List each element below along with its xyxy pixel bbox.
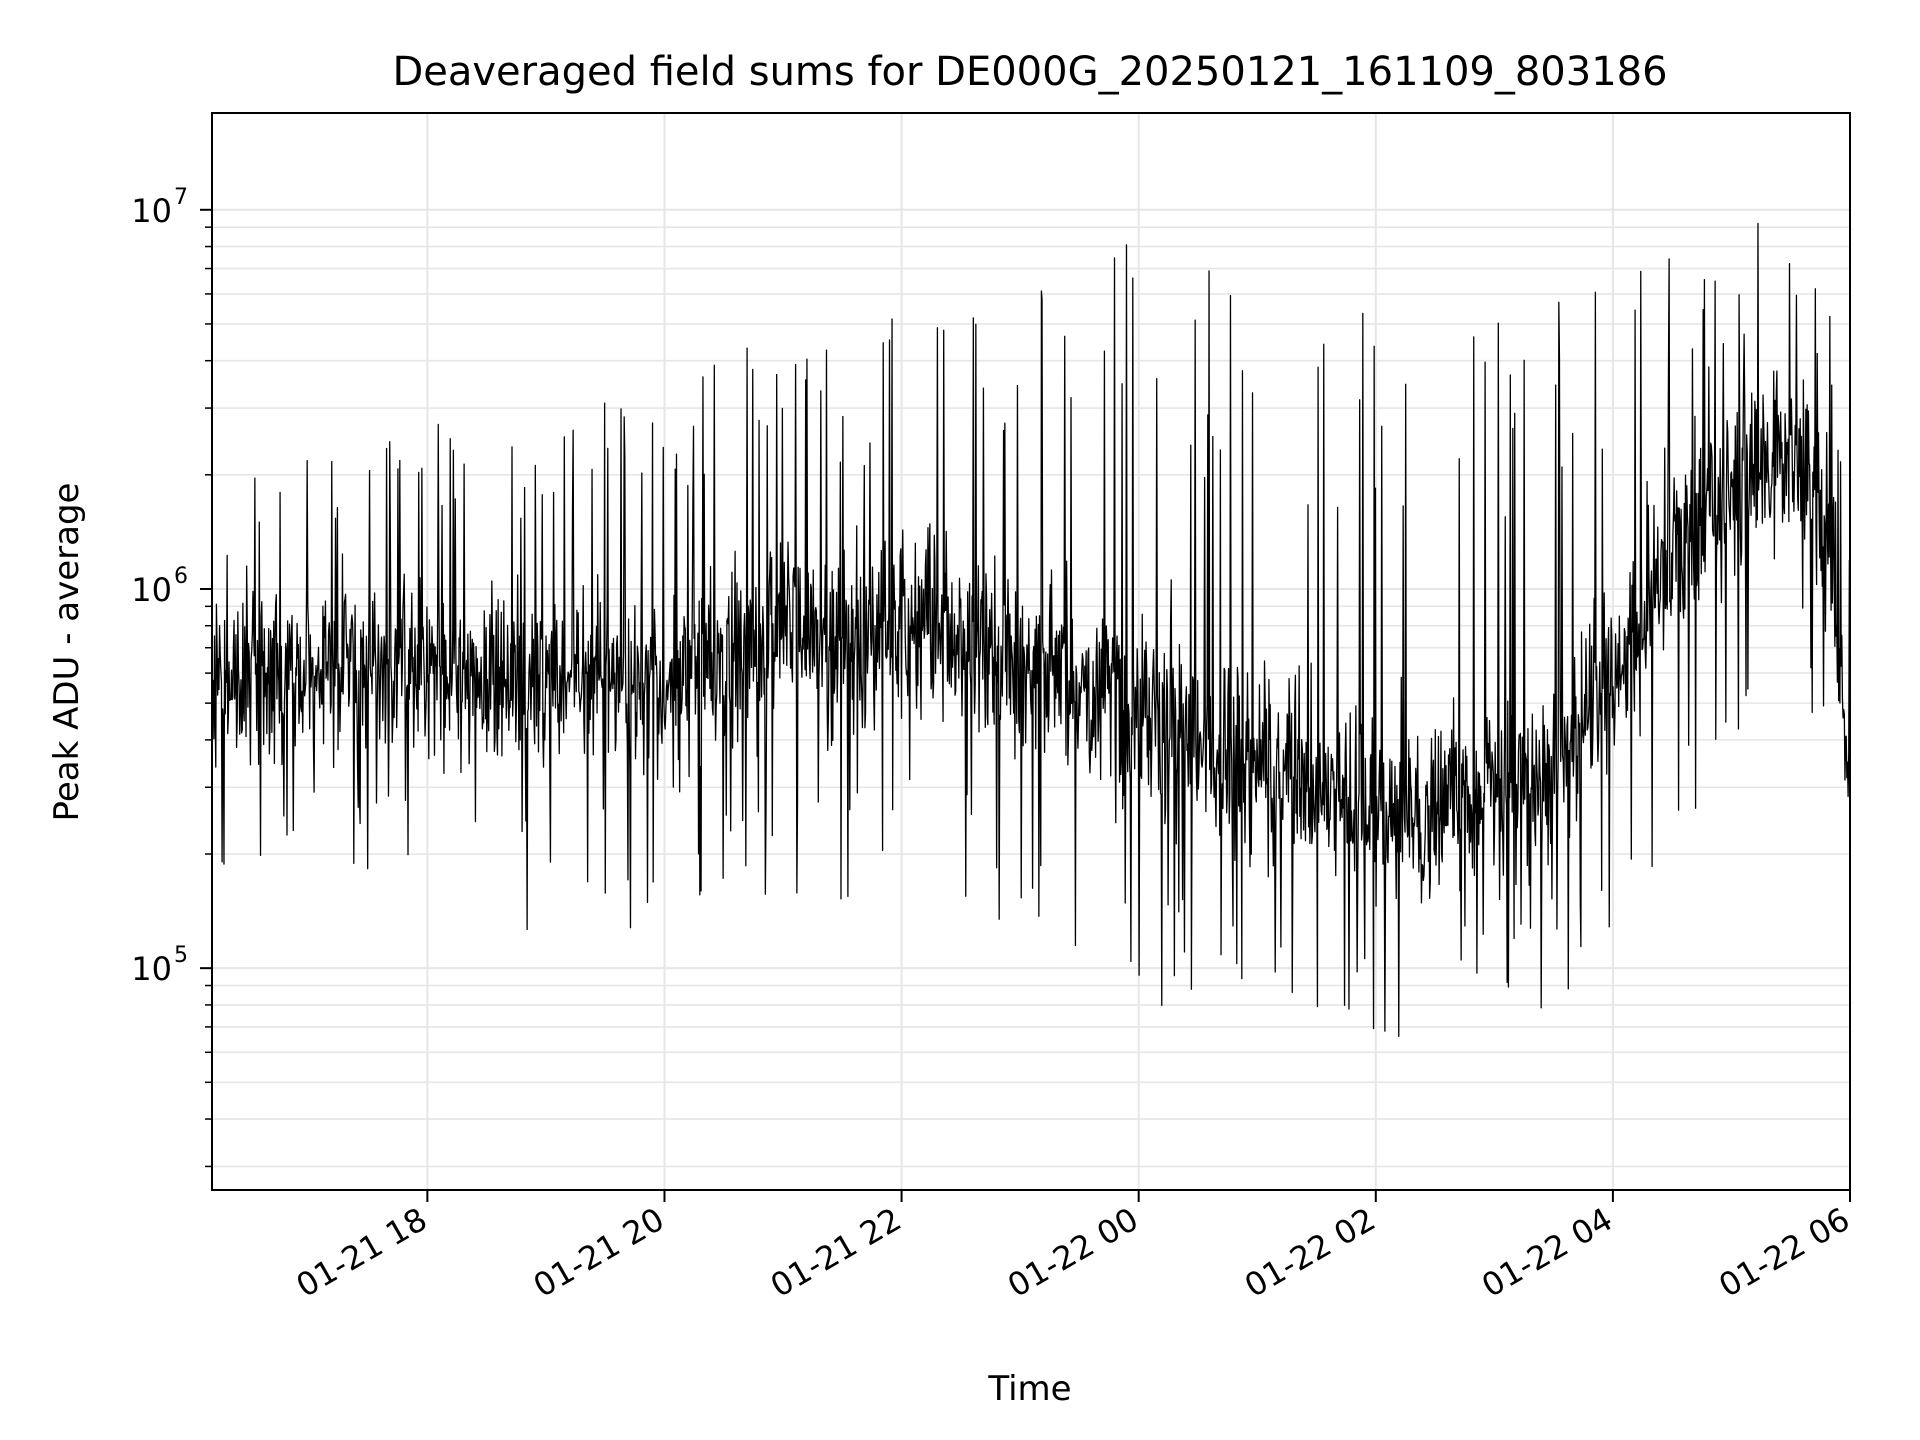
y-tick-exponent: 7 <box>174 185 188 210</box>
x-axis-label: Time <box>987 1369 1071 1409</box>
chart-title: Deaveraged field sums for DE000G_2025012… <box>392 49 1667 95</box>
y-axis-label: Peak ADU - average <box>47 483 87 822</box>
y-tick-label: 10 <box>131 192 172 230</box>
axes-frame <box>211 112 1851 1191</box>
plot-area <box>211 222 1851 1037</box>
series-line <box>211 222 1851 1037</box>
grid <box>212 113 1851 1190</box>
y-tick-exponent: 6 <box>174 564 188 589</box>
y-tick-label: 10 <box>131 950 172 988</box>
y-tick-label: 10 <box>131 571 172 609</box>
y-tick-exponent: 5 <box>174 943 188 968</box>
